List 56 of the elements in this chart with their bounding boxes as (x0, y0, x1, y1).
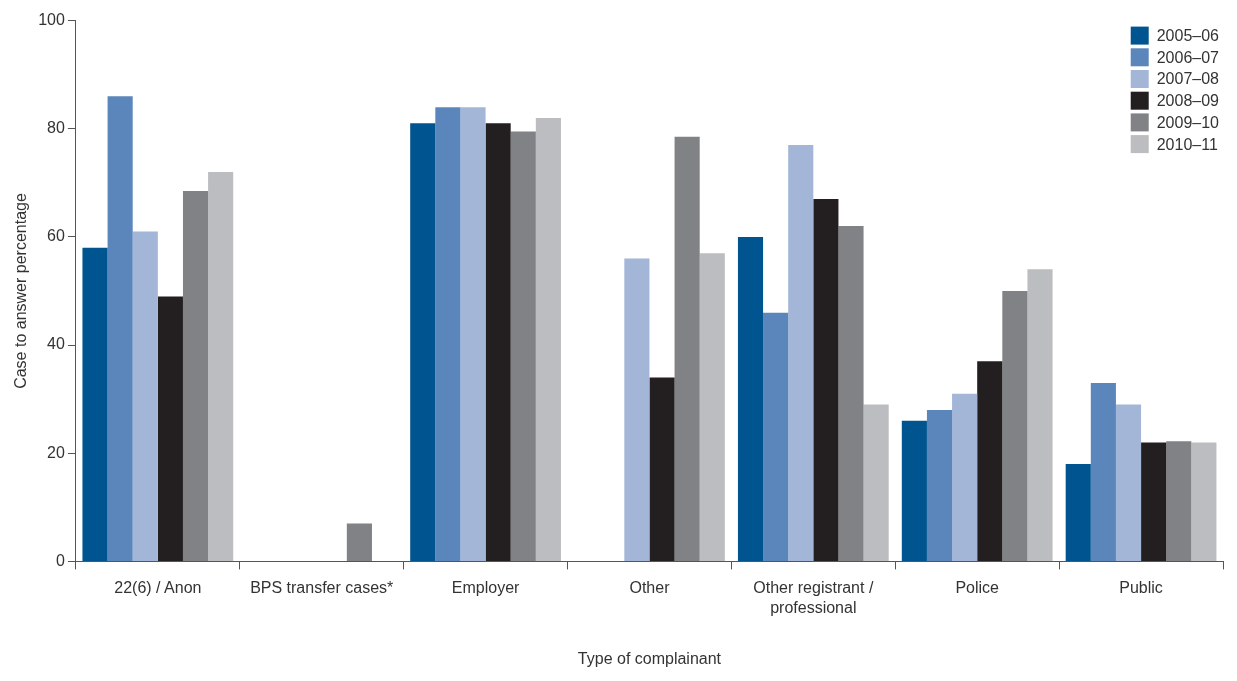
bar (510, 131, 536, 561)
bar (1166, 441, 1192, 561)
legend-label: 2005–06 (1156, 27, 1220, 45)
legend-label: 2008–09 (1156, 92, 1220, 110)
y-axis-title: Case to answer percentage (12, 193, 30, 389)
y-tick-label: 60 (47, 227, 65, 245)
bar (926, 409, 953, 561)
bar (1002, 291, 1028, 561)
bar (1115, 404, 1142, 561)
bar (788, 144, 814, 561)
bar (157, 296, 183, 561)
bar (1065, 464, 1091, 561)
bar (901, 420, 927, 561)
x-tick-label: 22(6) / Anon (114, 579, 202, 597)
bar (182, 190, 209, 561)
legend-label: 2010–11 (1156, 135, 1218, 153)
y-tick-label: 20 (47, 443, 65, 461)
y-tick-label: 0 (55, 551, 65, 569)
bar (649, 377, 675, 561)
bar (1191, 442, 1217, 561)
bar (82, 247, 108, 561)
bar (1090, 382, 1116, 561)
bar (813, 199, 839, 561)
bar (737, 236, 764, 561)
bar (674, 136, 700, 561)
legend-label: 2007–08 (1156, 70, 1220, 88)
y-tick-label: 80 (47, 119, 65, 137)
bar (838, 226, 864, 561)
x-tick-label: Public (1119, 579, 1163, 597)
x-tick-label: BPS transfer cases* (250, 579, 394, 597)
bar (952, 393, 978, 561)
x-tick-label: Employer (451, 579, 521, 597)
bar (763, 312, 789, 561)
legend-label: 2006–07 (1156, 48, 1220, 66)
bar (208, 172, 234, 561)
bar (460, 107, 486, 561)
bar (132, 231, 158, 561)
bar (1141, 442, 1167, 561)
bar (624, 258, 650, 561)
bar (435, 107, 461, 561)
bar (410, 123, 436, 561)
y-tick-label: 100 (38, 11, 65, 29)
bar (485, 123, 511, 561)
y-tick-label: 40 (47, 335, 65, 353)
x-tick-label: Other registrant / professional (753, 579, 874, 616)
x-tick-label: Police (955, 579, 1000, 597)
legend-label: 2009–10 (1156, 113, 1220, 131)
bar (1027, 269, 1053, 561)
bar (863, 404, 889, 561)
x-tick-label: Other (629, 579, 671, 597)
bar (535, 117, 561, 561)
bar (346, 523, 372, 561)
bar (977, 361, 1003, 561)
bar (699, 253, 725, 561)
bar (107, 96, 133, 561)
x-axis-title: Type of complainant (577, 649, 722, 667)
